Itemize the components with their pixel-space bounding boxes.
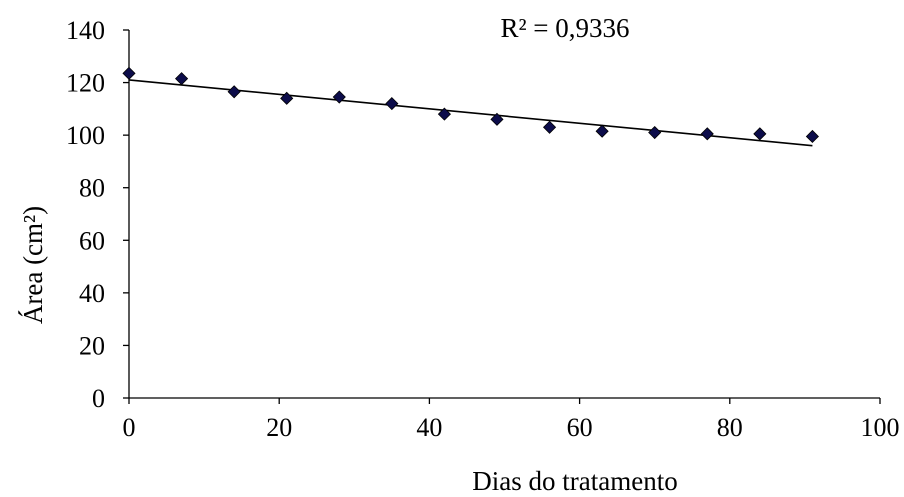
x-tick-label: 0 xyxy=(123,413,136,442)
y-ticks: 0 20 40 60 80 100 120 140 xyxy=(66,16,129,413)
x-tick-label: 60 xyxy=(567,413,593,442)
data-point xyxy=(700,127,714,141)
data-point xyxy=(385,97,399,111)
x-tick-label: 100 xyxy=(861,413,900,442)
axes xyxy=(128,30,880,399)
data-points xyxy=(122,66,819,144)
x-axis-title: Dias do tratamento xyxy=(472,466,677,496)
data-point xyxy=(122,66,136,80)
y-tick-label: 100 xyxy=(66,121,105,150)
r-squared-annotation: R² = 0,9336 xyxy=(500,13,629,43)
x-tick-label: 20 xyxy=(266,413,292,442)
y-tick-label: 60 xyxy=(79,226,105,255)
y-tick-label: 140 xyxy=(66,16,105,45)
data-point xyxy=(648,125,662,140)
data-point xyxy=(227,85,241,99)
y-axis-title: Área (cm²) xyxy=(18,206,48,324)
y-tick-label: 80 xyxy=(79,174,105,203)
y-tick-label: 0 xyxy=(92,384,105,413)
data-point xyxy=(595,124,609,138)
data-point xyxy=(437,107,451,121)
data-point xyxy=(805,129,819,144)
trendline-group xyxy=(128,79,813,147)
x-tick-label: 80 xyxy=(717,413,743,442)
data-point xyxy=(280,91,294,105)
y-tick-label: 120 xyxy=(66,69,105,98)
data-point xyxy=(332,90,346,104)
data-point xyxy=(490,112,504,126)
x-tick-label: 40 xyxy=(416,413,442,442)
x-ticks: 0 20 40 60 80 100 xyxy=(123,398,900,442)
y-tick-label: 40 xyxy=(79,279,105,308)
trendline xyxy=(128,79,813,147)
data-point xyxy=(753,127,767,141)
data-point xyxy=(542,120,557,134)
y-tick-label: 20 xyxy=(79,331,105,360)
data-point xyxy=(175,72,189,86)
